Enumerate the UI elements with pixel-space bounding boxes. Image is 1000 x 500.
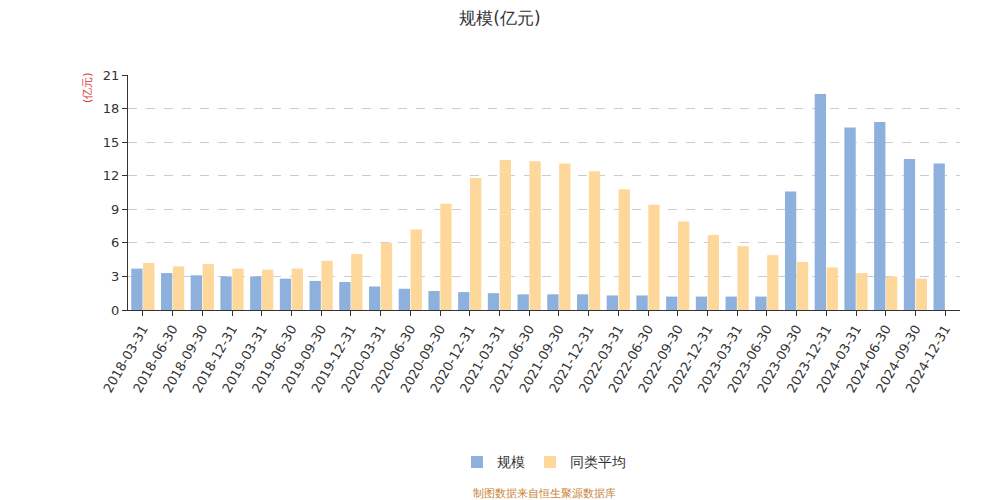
svg-text:2019-06-30: 2019-06-30 bbox=[249, 322, 300, 395]
svg-text:2024-12-31: 2024-12-31 bbox=[903, 322, 954, 395]
svg-text:同类平均: 同类平均 bbox=[570, 454, 626, 470]
svg-text:2018-12-31: 2018-12-31 bbox=[189, 322, 240, 395]
svg-text:2024-09-30: 2024-09-30 bbox=[873, 322, 924, 395]
svg-text:2020-09-30: 2020-09-30 bbox=[397, 322, 448, 395]
svg-text:21: 21 bbox=[103, 68, 120, 83]
svg-text:3: 3 bbox=[111, 269, 119, 284]
svg-text:18: 18 bbox=[103, 101, 120, 116]
svg-text:0: 0 bbox=[111, 303, 119, 318]
svg-text:2018-03-31: 2018-03-31 bbox=[100, 322, 151, 395]
svg-text:规模(亿元): 规模(亿元) bbox=[459, 8, 540, 28]
svg-text:12: 12 bbox=[103, 168, 120, 183]
svg-text:2022-12-31: 2022-12-31 bbox=[665, 322, 716, 395]
svg-text:2022-09-30: 2022-09-30 bbox=[635, 322, 686, 395]
svg-text:2020-12-31: 2020-12-31 bbox=[427, 322, 478, 395]
svg-text:2021-12-31: 2021-12-31 bbox=[546, 322, 597, 395]
svg-text:2023-06-30: 2023-06-30 bbox=[724, 322, 775, 395]
svg-text:2019-09-30: 2019-09-30 bbox=[279, 322, 330, 395]
svg-text:(亿元): (亿元) bbox=[81, 72, 94, 103]
svg-text:规模: 规模 bbox=[497, 454, 525, 470]
svg-text:2021-09-30: 2021-09-30 bbox=[516, 322, 567, 395]
svg-text:2022-03-31: 2022-03-31 bbox=[576, 322, 627, 395]
svg-text:2020-06-30: 2020-06-30 bbox=[368, 322, 419, 395]
svg-text:2021-03-31: 2021-03-31 bbox=[457, 322, 508, 395]
svg-text:2024-03-31: 2024-03-31 bbox=[813, 322, 864, 395]
svg-text:2019-03-31: 2019-03-31 bbox=[219, 322, 270, 395]
svg-text:2021-06-30: 2021-06-30 bbox=[487, 322, 538, 395]
svg-text:2023-12-31: 2023-12-31 bbox=[784, 322, 835, 395]
svg-text:2019-12-31: 2019-12-31 bbox=[308, 322, 359, 395]
svg-text:2022-06-30: 2022-06-30 bbox=[605, 322, 656, 395]
svg-text:2018-06-30: 2018-06-30 bbox=[130, 322, 181, 395]
svg-text:2023-09-30: 2023-09-30 bbox=[754, 322, 805, 395]
svg-text:2020-03-31: 2020-03-31 bbox=[338, 322, 389, 395]
svg-text:2018-09-30: 2018-09-30 bbox=[160, 322, 211, 395]
svg-text:2023-03-31: 2023-03-31 bbox=[695, 322, 746, 395]
svg-text:15: 15 bbox=[103, 135, 120, 150]
svg-text:2024-06-30: 2024-06-30 bbox=[843, 322, 894, 395]
svg-text:9: 9 bbox=[111, 202, 119, 217]
svg-text:制图数据来自恒生聚源数据库: 制图数据来自恒生聚源数据库 bbox=[473, 487, 616, 500]
svg-text:6: 6 bbox=[111, 235, 119, 250]
